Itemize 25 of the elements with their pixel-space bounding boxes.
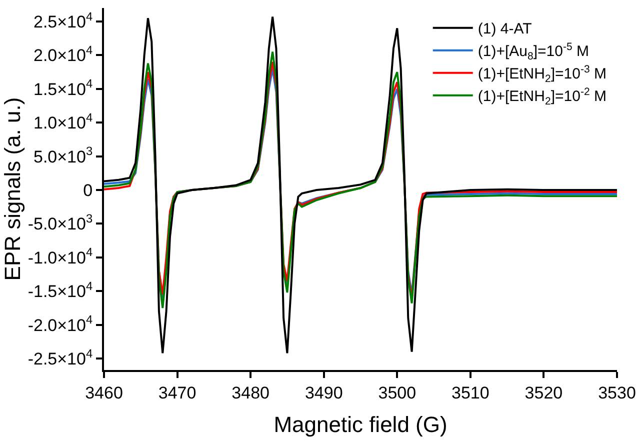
legend-label: (1) 4-AT <box>478 20 532 38</box>
x-axis-title: Magnetic field (G) <box>274 412 448 437</box>
y-tick-label: 1.0×10$^{4}$ <box>33 110 93 133</box>
y-tick-label: -5.0×10$^{3}$ <box>28 212 93 234</box>
x-tick-label: 3510 <box>452 383 490 402</box>
y-tick-label: -1.5×10$^{4}$ <box>28 278 93 302</box>
y-tick-label: 2.0×10$^{4}$ <box>33 43 93 66</box>
y-axis-title: EPR signals (a. u.) <box>0 97 25 281</box>
x-tick-label: 3490 <box>304 383 343 402</box>
y-tick-label: 0 <box>83 180 93 200</box>
legend-label: (1)+[EtNH$_{2}$]=10$^{-3}$ M <box>478 63 606 85</box>
y-tick-label: -2.0×10$^{4}$ <box>28 312 93 335</box>
legend-label: (1)+[EtNH$_{2}$]=10$^{-2}$ M <box>478 86 606 108</box>
x-tick-label: 3470 <box>158 383 196 402</box>
x-tick-label: 3530 <box>598 383 636 402</box>
y-tick-label: 5.0×10$^{3}$ <box>33 144 93 166</box>
y-tick-label: 1.5×10$^{4}$ <box>33 76 93 99</box>
x-tick-label: 3520 <box>524 383 563 402</box>
y-tick-label: -2.5×10$^{4}$ <box>28 346 93 368</box>
y-tick-label: -1.0×10$^{4}$ <box>28 245 93 268</box>
x-tick-label: 3480 <box>232 383 270 402</box>
y-tick-label: 2.5×10$^{4}$ <box>33 9 93 32</box>
x-tick-label: 3460 <box>85 383 123 402</box>
x-tick-label: 3500 <box>378 383 416 402</box>
legend-label: (1)+[Au$_{8}$]=10$^{-5}$ M <box>478 40 589 62</box>
